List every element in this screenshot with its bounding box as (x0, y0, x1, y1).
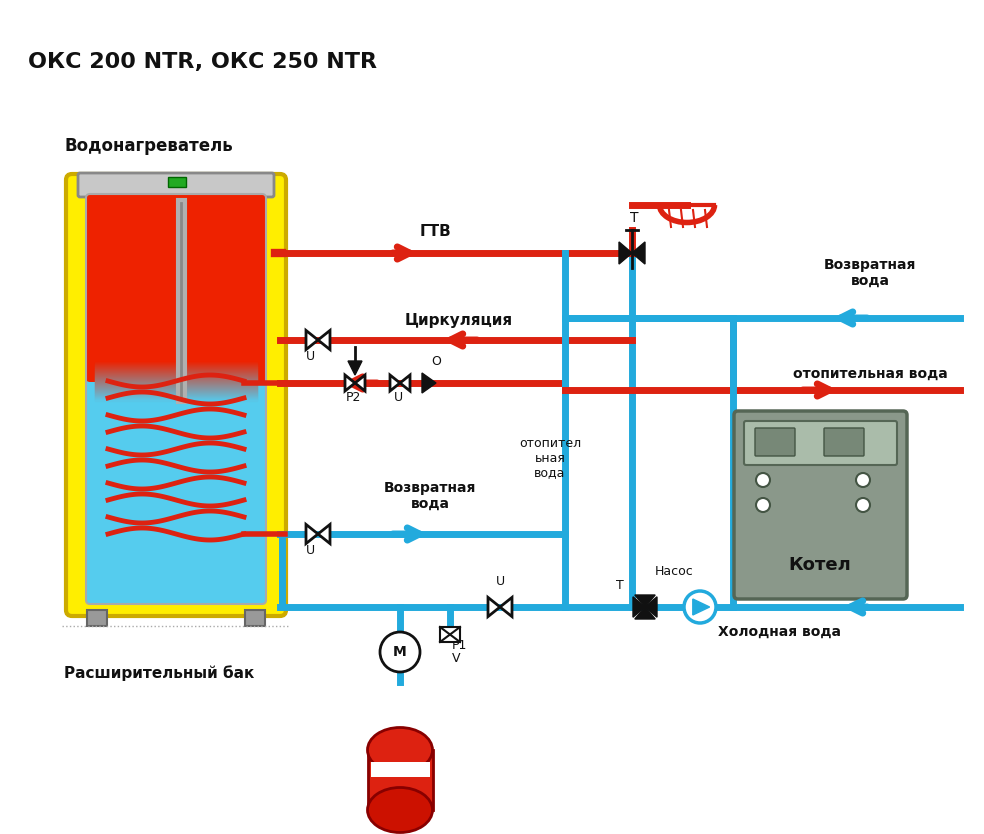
Circle shape (856, 498, 870, 512)
Text: O: O (431, 355, 441, 368)
Polygon shape (345, 375, 355, 391)
Polygon shape (348, 361, 362, 375)
Polygon shape (318, 525, 330, 544)
Polygon shape (645, 597, 657, 617)
Text: U: U (305, 350, 315, 363)
Text: отопител
ьная
вода: отопител ьная вода (519, 436, 582, 480)
Bar (440, 627, 460, 642)
Text: P2: P2 (345, 391, 361, 404)
Polygon shape (619, 242, 632, 264)
Ellipse shape (367, 787, 433, 832)
Polygon shape (488, 597, 500, 616)
Text: Холодная вода: Холодная вода (718, 625, 841, 639)
FancyBboxPatch shape (66, 174, 286, 616)
Bar (371, 762, 430, 777)
Polygon shape (635, 595, 655, 607)
Polygon shape (633, 597, 645, 617)
FancyBboxPatch shape (86, 194, 266, 382)
Text: U: U (394, 391, 402, 404)
Polygon shape (306, 330, 318, 349)
Bar (245, 610, 265, 626)
Ellipse shape (367, 727, 433, 772)
FancyBboxPatch shape (78, 173, 274, 197)
Text: ГТВ: ГТВ (420, 224, 452, 239)
Polygon shape (318, 330, 330, 349)
Text: отопительная вода: отопительная вода (793, 367, 948, 381)
Circle shape (856, 473, 870, 487)
FancyBboxPatch shape (755, 428, 795, 456)
Bar (168, 177, 186, 187)
Circle shape (380, 632, 420, 672)
Text: Водонагреватель: Водонагреватель (64, 137, 233, 155)
FancyBboxPatch shape (744, 421, 897, 465)
Text: Возвратная
вода: Возвратная вода (384, 481, 476, 511)
Bar (368, 750, 433, 810)
Text: V: V (452, 652, 461, 665)
Polygon shape (422, 373, 436, 393)
FancyBboxPatch shape (734, 411, 907, 599)
Text: T: T (630, 211, 639, 225)
Polygon shape (632, 242, 645, 264)
Text: Циркуляция: Циркуляция (405, 313, 513, 328)
Text: Расширительный бак: Расширительный бак (64, 665, 254, 681)
Text: M: M (394, 645, 406, 659)
Text: U: U (495, 575, 505, 588)
FancyBboxPatch shape (824, 428, 864, 456)
Text: Насос: Насос (655, 565, 694, 578)
Polygon shape (400, 375, 410, 391)
FancyBboxPatch shape (86, 362, 266, 604)
Polygon shape (500, 597, 512, 616)
Text: T: T (616, 579, 624, 592)
Circle shape (684, 591, 716, 623)
Text: Возвратная
вода: Возвратная вода (824, 258, 916, 288)
Circle shape (756, 473, 770, 487)
Polygon shape (306, 525, 318, 544)
Polygon shape (693, 599, 709, 615)
Text: Котел: Котел (788, 556, 851, 574)
Text: P1: P1 (452, 639, 467, 652)
Circle shape (756, 498, 770, 512)
Polygon shape (390, 375, 400, 391)
Text: U: U (305, 544, 315, 557)
Polygon shape (635, 607, 655, 619)
Bar (87, 610, 107, 626)
Text: ОКС 200 NTR, ОКС 250 NTR: ОКС 200 NTR, ОКС 250 NTR (28, 52, 377, 72)
Polygon shape (355, 375, 365, 391)
